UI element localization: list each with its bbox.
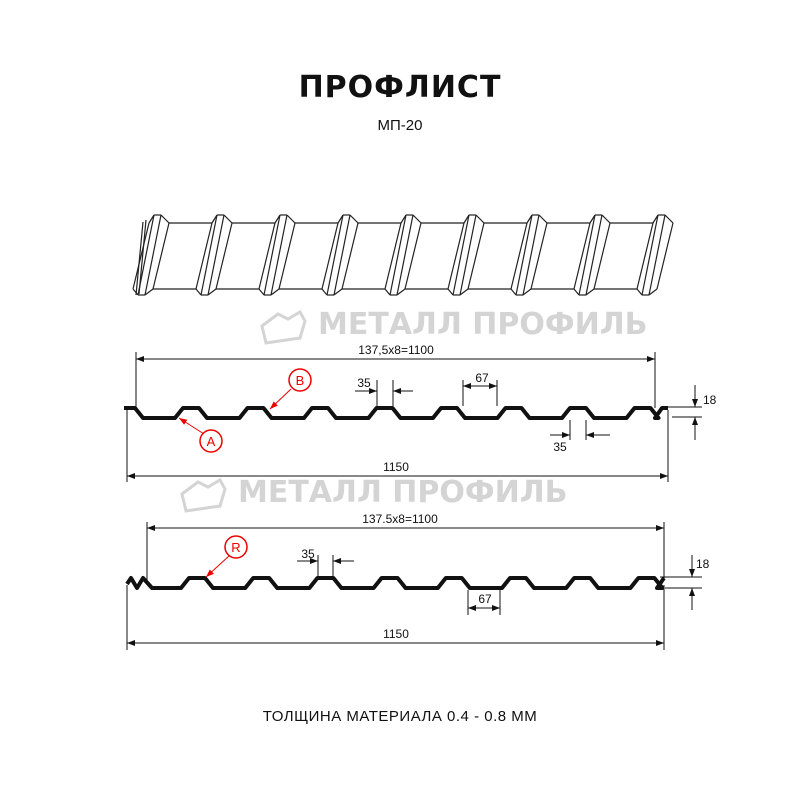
dim-height-2: 18 (696, 557, 710, 571)
profile-2-line (125, 576, 666, 590)
page-subtitle: МП-20 (377, 117, 423, 134)
watermark-text: МЕТАЛЛ ПРОФИЛЬ (238, 475, 568, 510)
dim-top-2: 137.5x8=1100 (362, 512, 438, 526)
profile-1-line (124, 406, 668, 420)
callout-r-label: R (231, 540, 240, 555)
dim-bottom-2: 1150 (383, 627, 409, 641)
dim-pitch-1: 67 (475, 371, 489, 385)
dim-pitch-2: 67 (478, 592, 492, 606)
profile-2: 137.5x8=1100 1150 35 67 18 R (125, 512, 710, 650)
page-title: ПРОФЛИСТ (298, 70, 502, 105)
dim-valley-1: 35 (553, 440, 567, 454)
callout-a-label: A (207, 434, 216, 449)
watermark-logo-2: МЕТАЛЛ ПРОФИЛЬ (180, 475, 568, 513)
callout-b (288, 368, 312, 392)
dim-crest-2: 35 (301, 547, 315, 561)
sheet-3d-view (132, 214, 674, 296)
dim-crest-1: 35 (357, 376, 371, 390)
profile-1: 137,5x8=1100 1150 35 67 35 18 B A (124, 343, 717, 482)
watermark-text: МЕТАЛЛ ПРОФИЛЬ (318, 307, 648, 342)
dim-bottom-1: 1150 (383, 460, 409, 474)
dim-top-1: 137,5x8=1100 (358, 343, 434, 357)
watermark-logo-1: МЕТАЛЛ ПРОФИЛЬ (260, 307, 648, 345)
dim-height-1: 18 (703, 393, 717, 407)
callout-a (199, 429, 223, 453)
callout-r (224, 535, 248, 559)
material-thickness: ТОЛЩИНА МАТЕРИАЛА 0.4 - 0.8 ММ (262, 708, 538, 725)
callout-b-label: B (296, 373, 305, 388)
